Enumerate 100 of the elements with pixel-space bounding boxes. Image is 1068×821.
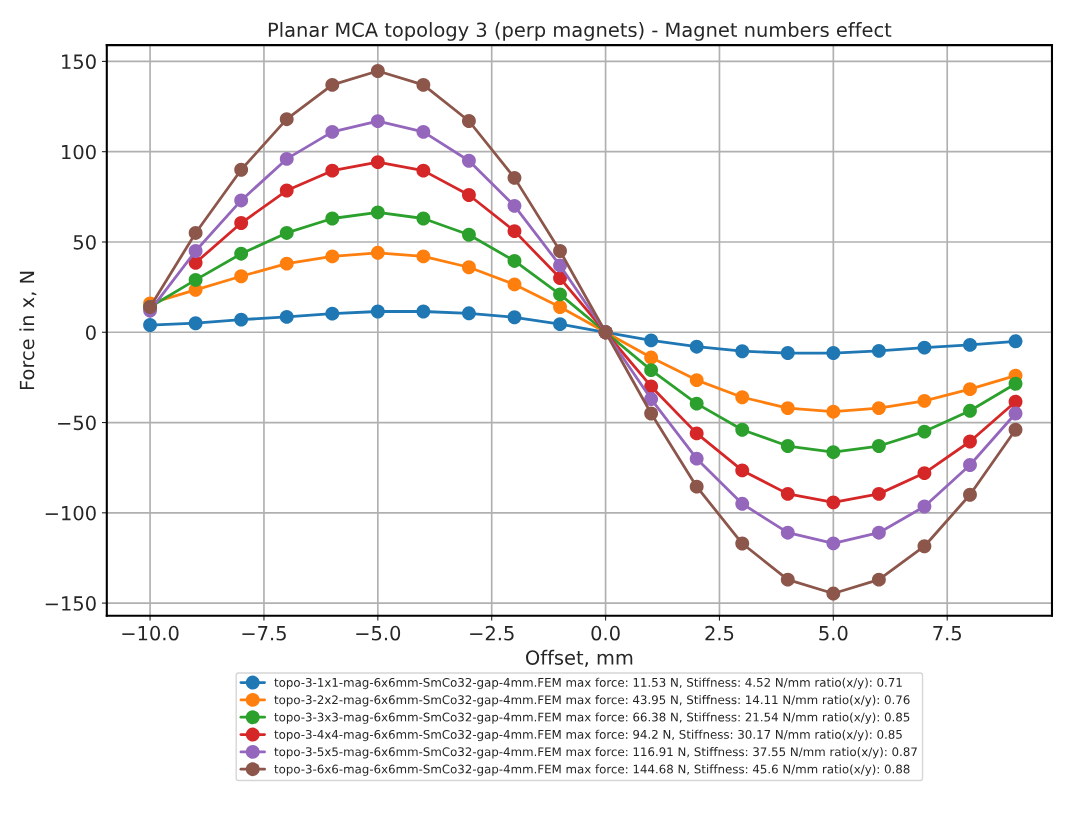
point [461,227,476,242]
point [780,401,795,416]
point [917,393,932,408]
point [370,304,385,319]
point [780,525,795,540]
y-tick-label: 50 [73,234,96,250]
point [507,310,522,325]
y-tick-label: 0 [85,325,96,340]
point [780,572,795,587]
x-tick-label: 5.0 [819,625,848,641]
point [780,486,795,501]
point [325,249,340,264]
point [325,124,340,139]
point [963,337,977,352]
point [461,153,476,168]
point [507,170,522,185]
point [871,525,886,540]
point [826,495,841,510]
point [871,401,886,416]
chart-title: Planar MCA topology 3 (perp magnets) - Magnet numbers effect [268,22,892,41]
point [325,211,340,226]
point [234,312,249,327]
point [188,226,203,240]
point [325,163,340,178]
point [279,151,294,166]
point [279,309,294,324]
point [234,193,249,208]
point [507,253,522,268]
x-tick-label: −5.0 [356,625,401,641]
y-tick-label: 100 [62,144,96,160]
point [1008,406,1023,421]
point [1008,334,1023,349]
x-tick-label: −2.5 [470,625,514,641]
point [963,434,977,449]
point [234,246,249,261]
legend-label: topo-3-1x1-mag-6x6mm-SmCo32-gap-4mm.FEM max force: 11.53 N, Stiffness: 4.52 N/mm ratio(x/y): 0.71 [274,677,902,690]
point [689,451,704,466]
point [735,344,750,359]
x-tick-label: 2.5 [705,625,734,641]
point [826,536,841,551]
point [735,463,750,478]
point [461,114,476,128]
point [735,496,750,511]
point [553,258,567,273]
x-tick-label: −10.0 [122,625,179,641]
point [689,339,704,354]
point [461,260,476,275]
point [644,333,659,348]
point [871,343,886,358]
legend-label: topo-3-4x4-mag-6x6mm-SmCo32-gap-4mm.FEM max force: 94.2 N, Stiffness: 30.17 N/mm ratio(x/y): 0.85 [274,729,902,742]
point [644,379,659,394]
point [871,486,886,501]
point [871,439,886,453]
point [370,114,385,129]
point [917,424,932,439]
x-tick-label: −7.5 [242,626,286,641]
point [234,162,249,177]
point [416,249,431,264]
point [917,499,932,514]
legend-label: topo-3-2x2-mag-6x6mm-SmCo32-gap-4mm.FEM max force: 43.95 N, Stiffness: 14.11 N/mm ratio(x/y): 0.76 [274,695,910,707]
point [279,256,294,271]
point [325,77,340,92]
point [553,271,567,286]
legend-label: topo-3-6x6-mag-6x6mm-SmCo32-gap-4mm.FEM max force: 144.68 N, Stiffness: 45.6 N/mm ratio(x/y): 0.88 [274,764,910,776]
point [871,572,886,587]
y-tick-label: −100 [45,505,96,521]
point [963,403,977,418]
point [416,124,431,139]
point [917,340,932,355]
point [963,487,977,502]
point [735,390,750,405]
point [689,426,704,441]
point [689,479,704,494]
point [689,396,704,411]
point [416,304,431,319]
point [553,244,567,258]
y-tick-label: 150 [62,54,96,70]
point [917,466,932,481]
legend-label: topo-3-3x3-mag-6x6mm-SmCo32-gap-4mm.FEM max force: 66.38 N, Stiffness: 21.54 N/mm ratio(x/y): 0.85 [274,712,910,724]
point [234,216,249,230]
point [461,188,476,202]
point [370,205,385,220]
point [279,112,294,127]
point [644,392,659,407]
point [553,287,567,302]
legend-label: topo-3-5x5-mag-6x6mm-SmCo32-gap-4mm.FEM max force: 116.91 N, Stiffness: 37.55 N/mm ratio(x/y): 0.87 [274,747,917,759]
point [644,363,659,378]
point [553,300,567,314]
point [826,445,841,460]
point [644,406,659,421]
point [188,316,203,331]
point [735,536,750,551]
point [826,404,841,419]
y-tick-label: −150 [45,596,96,611]
point [1008,376,1023,391]
point [143,318,158,332]
point [644,350,659,365]
point [780,439,795,453]
point [188,272,203,287]
x-tick-label: 0.0 [591,625,620,641]
